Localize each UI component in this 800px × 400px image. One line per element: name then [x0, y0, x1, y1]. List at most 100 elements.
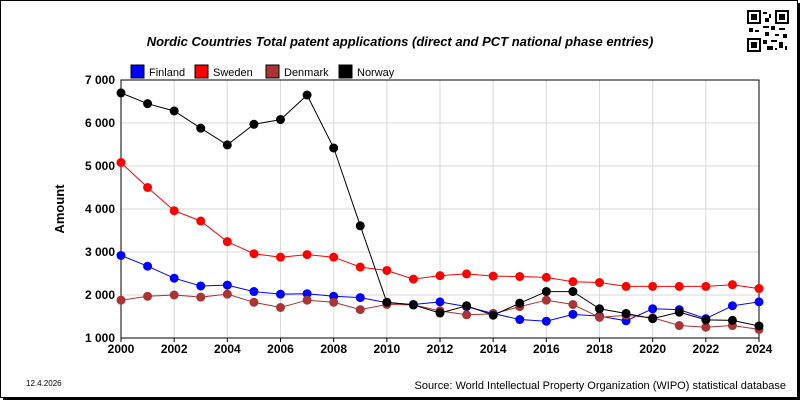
date-stamp: 12.4.2026: [26, 379, 62, 388]
data-point: [196, 281, 206, 291]
y-tick-label: 4 000: [85, 202, 115, 216]
data-point: [674, 281, 684, 291]
data-point: [754, 284, 764, 294]
legend-item-denmark: Denmark: [265, 64, 329, 79]
y-tick-label: 5 000: [85, 159, 115, 173]
data-point: [249, 297, 259, 307]
data-point: [515, 272, 525, 282]
x-tick-label: 2024: [746, 342, 773, 356]
data-point: [648, 314, 658, 324]
x-tick-label: 2014: [480, 342, 507, 356]
data-point: [169, 290, 179, 300]
legend-label: Sweden: [213, 67, 253, 79]
legend-swatch: [338, 64, 353, 79]
data-point: [143, 99, 153, 109]
data-point: [222, 140, 232, 150]
data-point: [329, 143, 339, 153]
data-point: [541, 316, 551, 326]
y-tick-label: 2 000: [85, 288, 115, 302]
x-tick-label: 2004: [214, 342, 241, 356]
data-point: [355, 293, 365, 303]
data-point: [595, 278, 604, 288]
legend-item-finland: Finland: [130, 64, 185, 79]
data-point: [488, 271, 498, 281]
data-point: [276, 302, 285, 312]
data-point: [222, 289, 232, 299]
data-point: [302, 295, 312, 305]
legend-swatch: [130, 64, 145, 79]
x-tick-label: 2000: [108, 342, 135, 356]
legend: Finland Sweden Denmark Norway: [130, 64, 395, 79]
data-point: [382, 265, 392, 275]
y-axis-title: Amount: [52, 184, 67, 234]
data-point: [116, 158, 126, 168]
data-point: [621, 308, 631, 318]
data-point: [568, 299, 578, 309]
series-norway: [116, 88, 764, 331]
data-point: [462, 310, 472, 320]
data-point: [435, 297, 445, 307]
x-tick-label: 2002: [161, 342, 188, 356]
data-point: [355, 262, 365, 272]
data-point: [648, 281, 658, 291]
data-point: [568, 287, 578, 297]
x-tick-label: 2012: [427, 342, 454, 356]
y-tick-label: 7 000: [85, 73, 115, 87]
data-point: [143, 291, 153, 301]
x-tick-label: 2018: [586, 342, 613, 356]
data-point: [674, 321, 684, 331]
data-point: [727, 301, 737, 311]
data-point: [249, 287, 259, 297]
data-point: [116, 250, 126, 260]
data-point: [754, 321, 764, 331]
data-point: [196, 292, 206, 302]
legend-swatch: [194, 64, 209, 79]
y-tick-label: 6 000: [85, 116, 115, 130]
data-point: [515, 298, 525, 308]
legend-swatch: [265, 64, 280, 79]
x-tick-label: 2016: [533, 342, 560, 356]
data-point: [116, 88, 126, 98]
legend-label: Norway: [357, 67, 395, 79]
data-point: [595, 312, 604, 322]
data-point: [568, 277, 578, 287]
data-point: [701, 281, 711, 291]
data-point: [515, 315, 525, 325]
data-point: [143, 261, 153, 271]
data-point: [621, 281, 631, 291]
y-axis: 1 000 2 000 3 000 4 000 5 000 6 000 7 000: [85, 73, 115, 345]
data-point: [143, 183, 153, 192]
legend-label: Finland: [149, 67, 185, 79]
data-point: [462, 301, 472, 311]
data-point: [727, 280, 737, 290]
data-point: [276, 115, 285, 125]
legend-label: Denmark: [284, 67, 329, 79]
data-point: [169, 106, 179, 116]
data-point: [541, 287, 551, 297]
series-sweden: [116, 158, 764, 294]
x-tick-label: 2022: [692, 342, 719, 356]
source-note: Source: World Intellectual Property Orga…: [414, 380, 786, 392]
data-point: [674, 307, 684, 317]
data-point: [329, 297, 339, 307]
y-tick-label: 3 000: [85, 245, 115, 259]
data-point: [435, 308, 445, 318]
data-point: [435, 271, 445, 281]
data-point: [648, 304, 658, 314]
data-point: [541, 272, 551, 282]
data-point: [222, 280, 232, 290]
data-point: [355, 221, 365, 231]
data-point: [329, 252, 339, 262]
y-tick-label: 1 000: [85, 331, 115, 345]
legend-item-sweden: Sweden: [194, 64, 253, 79]
data-point: [462, 269, 472, 279]
data-point: [276, 252, 285, 262]
data-point: [408, 274, 418, 284]
data-point: [116, 295, 126, 305]
data-point: [754, 297, 764, 307]
data-point: [196, 216, 206, 226]
series-layer: [116, 88, 764, 334]
data-point: [302, 289, 312, 299]
data-point: [249, 119, 259, 129]
